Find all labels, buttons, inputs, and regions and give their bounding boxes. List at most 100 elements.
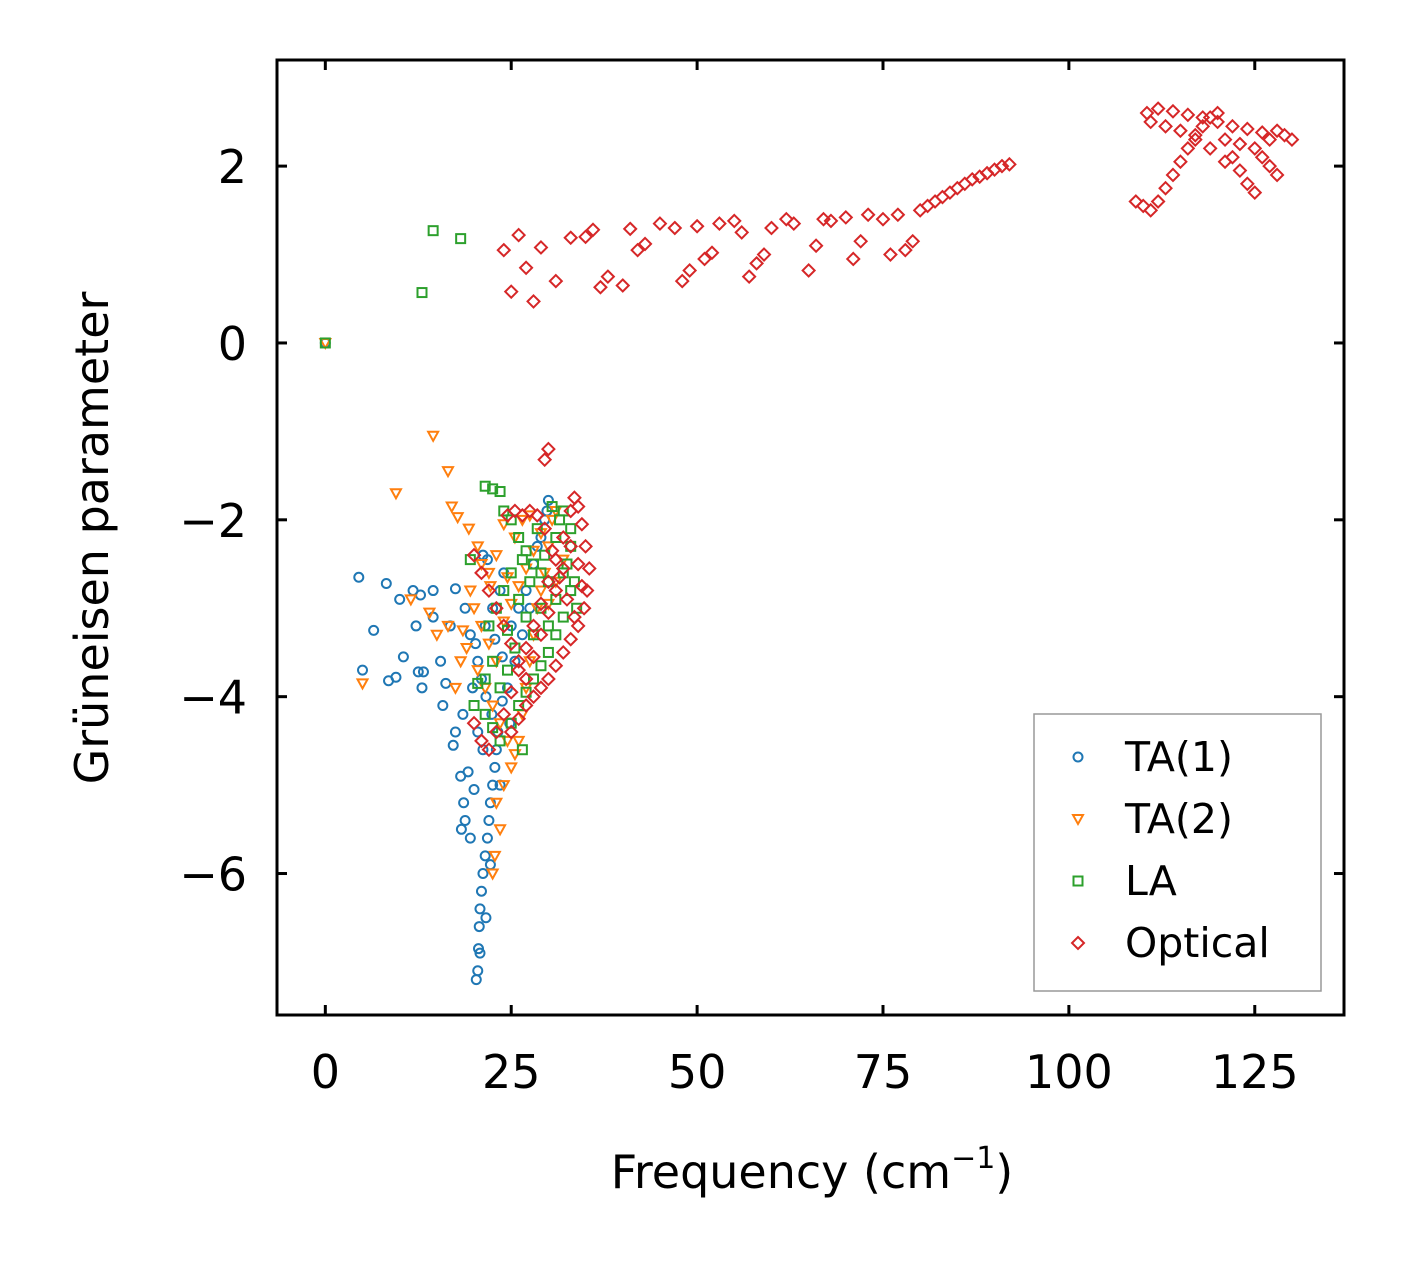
legend-label: TA(2) [1124,795,1233,843]
data-point [412,666,424,678]
data-point [524,576,536,588]
data-point [697,251,712,267]
data-point [994,158,1010,174]
data-point [712,216,727,232]
data-point [578,229,593,245]
data-point [435,655,447,667]
data-point [458,797,470,809]
data-point [853,233,869,249]
data-point [537,521,553,537]
data-point [567,609,582,625]
data-point [1254,149,1270,165]
data-point [445,501,459,514]
data-point [674,273,690,289]
data-point [511,711,527,727]
data-point [472,726,484,738]
data-point [475,885,487,897]
data-point [479,480,491,492]
data-point [526,689,541,705]
data-point [488,600,504,616]
data-point [860,207,876,223]
data-point [518,260,534,276]
data-point [1195,110,1211,125]
data-point [468,700,480,712]
data-point [574,516,590,532]
x-axis-label: Frequency (cm−1) [611,1141,1014,1199]
data-point [1232,136,1248,152]
data-point [487,779,499,791]
data-point [652,216,668,232]
data-point [516,744,528,756]
data-point [808,238,824,254]
data-point [516,629,528,641]
data-point [544,543,560,559]
data-point [449,583,461,595]
data-point [537,452,553,468]
data-point [520,611,532,623]
data-point [416,287,428,299]
data-point [574,578,590,594]
data-point [838,209,854,225]
data-point [578,538,593,554]
data-point [518,698,534,713]
data-point [494,486,506,498]
data-point [457,708,469,720]
x-tick-label: 75 [854,1045,913,1099]
data-point [462,523,476,536]
y-tick-label: 0 [218,317,247,371]
data-point [749,255,765,271]
data-point [1143,114,1159,130]
data-point [410,620,422,632]
data-point [463,585,478,598]
data-point [474,947,486,959]
data-point [500,507,515,523]
data-point [513,532,525,543]
data-point [417,666,429,678]
data-point [540,574,556,590]
legend-marker [1072,751,1084,763]
data-point [540,671,556,687]
data-point [481,742,497,758]
data-point [1254,125,1270,140]
data-point [1001,156,1017,172]
data-point [471,541,485,554]
data-point [528,629,540,641]
data-point [481,832,493,844]
legend-marker [1071,814,1085,827]
data-point [535,660,547,672]
data-point [565,523,577,535]
data-point [455,823,467,835]
data-point [441,466,455,479]
data-point [1210,114,1226,130]
data-point [1128,194,1144,209]
data-point [622,221,638,237]
data-point [897,242,913,258]
data-point [1173,123,1188,139]
data-point [548,273,564,289]
y-tick-label: 2 [218,140,247,194]
data-point [504,762,518,775]
data-point [353,571,365,583]
data-point [555,645,571,660]
y-axis-label: Grüneisen parameter [65,291,119,784]
data-point [741,269,757,285]
data-point [518,671,534,687]
data-point [546,501,558,513]
data-point [1217,154,1233,170]
data-point [422,607,437,620]
data-point [1239,121,1255,137]
data-point [481,583,497,598]
data-point [513,593,525,605]
data-point [474,903,486,915]
data-point [416,682,428,694]
data-point [689,218,705,234]
data-point [552,569,567,585]
y-tick-label: −2 [179,494,247,548]
data-point [756,247,772,262]
data-point [441,620,455,633]
x-tick-label: 100 [1025,1045,1113,1099]
data-point [540,441,556,457]
data-point [1269,167,1285,183]
